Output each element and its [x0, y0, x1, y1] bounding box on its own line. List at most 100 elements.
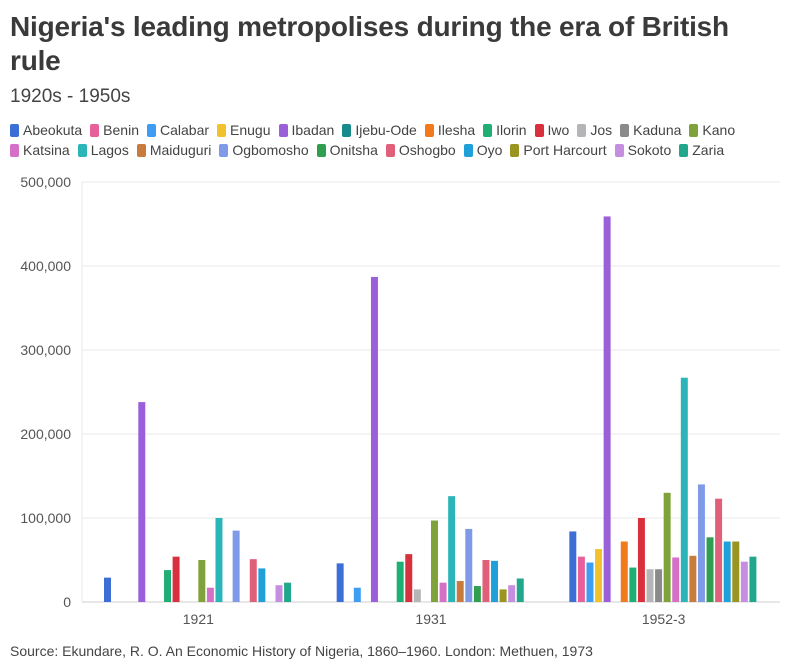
legend-item[interactable]: Iwo	[534, 122, 569, 139]
bar-katsina-1952-3[interactable]	[672, 557, 680, 602]
source-note: Source: Ekundare, R. O. An Economic Hist…	[10, 643, 593, 659]
bar-zaria-1931[interactable]	[516, 578, 524, 602]
legend-swatch	[577, 124, 587, 137]
bar-calabar-1952-3[interactable]	[586, 562, 594, 602]
legend-label: Oshogbo	[398, 142, 456, 158]
x-tick-label: 1931	[415, 611, 446, 627]
bar-lagos-1931[interactable]	[448, 496, 456, 602]
y-tick-label: 500,000	[20, 174, 71, 190]
legend-item[interactable]: Ilesha	[424, 122, 475, 139]
bar-oyo-1931[interactable]	[491, 560, 499, 602]
bar-port-harcourt-1931[interactable]	[499, 589, 507, 602]
legend-item[interactable]: Oshogbo	[385, 142, 456, 159]
bar-oyo-1952-3[interactable]	[723, 541, 731, 602]
legend-item[interactable]: Abeokuta	[10, 122, 82, 139]
bar-ilorin-1952-3[interactable]	[629, 567, 637, 602]
bar-kaduna-1952-3[interactable]	[655, 569, 663, 602]
legend-item[interactable]: Calabar	[146, 122, 210, 139]
legend-swatch	[620, 124, 630, 137]
legend-swatch	[614, 144, 624, 157]
bar-calabar-1931[interactable]	[353, 587, 361, 602]
legend-item[interactable]: Katsina	[10, 142, 70, 159]
legend-label: Enugu	[230, 122, 271, 138]
legend-label: Jos	[590, 122, 613, 138]
bar-zaria-1921[interactable]	[284, 582, 292, 602]
legend-swatch	[534, 124, 544, 137]
legend-item[interactable]: Sokoto	[614, 142, 671, 159]
bar-benin-1952-3[interactable]	[577, 556, 585, 602]
bar-port-harcourt-1952-3[interactable]	[732, 541, 740, 602]
legend-item[interactable]: Benin	[90, 122, 139, 139]
bar-maiduguri-1952-3[interactable]	[689, 555, 697, 602]
bar-jos-1952-3[interactable]	[646, 569, 654, 602]
bar-sokoto-1921[interactable]	[275, 585, 283, 602]
bar-abeokuta-1952-3[interactable]	[569, 531, 577, 602]
bar-oshogbo-1952-3[interactable]	[715, 498, 723, 602]
bar-katsina-1921[interactable]	[206, 587, 214, 602]
legend-swatch	[463, 144, 473, 157]
legend-item[interactable]: Onitsha	[316, 142, 378, 159]
bar-oyo-1921[interactable]	[258, 568, 266, 602]
legend-swatch	[10, 124, 19, 137]
legend-swatch	[278, 124, 288, 137]
legend-label: Benin	[103, 122, 139, 138]
legend-item[interactable]: Zaria	[679, 142, 724, 159]
legend-item[interactable]: Lagos	[77, 142, 129, 159]
bar-abeokuta-1921[interactable]	[104, 577, 111, 602]
legend-swatch	[510, 144, 520, 157]
bar-ilorin-1921[interactable]	[164, 570, 172, 602]
legend-item[interactable]: Enugu	[217, 122, 271, 139]
bar-kano-1931[interactable]	[431, 520, 438, 602]
bar-ibadan-1921[interactable]	[138, 402, 146, 602]
chart-title: Nigeria's leading metropolises during th…	[10, 11, 729, 76]
legend-swatch	[217, 124, 227, 137]
bar-zaria-1952-3[interactable]	[749, 556, 757, 602]
legend-label: Kano	[702, 122, 736, 138]
y-tick-label: 400,000	[20, 258, 71, 274]
legend-item[interactable]: Ibadan	[278, 122, 334, 139]
legend-swatch	[385, 144, 395, 157]
bar-kano-1921[interactable]	[198, 560, 206, 602]
legend-item[interactable]: Kano	[689, 122, 735, 139]
bar-ogbomosho-1952-3[interactable]	[697, 484, 705, 602]
legend-item[interactable]: Port Harcourt	[510, 142, 607, 159]
legend-item[interactable]: Ilorin	[483, 122, 527, 139]
legend-item[interactable]: Jos	[577, 122, 612, 139]
bar-ogbomosho-1931[interactable]	[465, 528, 473, 602]
bar-oshogbo-1921[interactable]	[249, 559, 257, 602]
legend-item[interactable]: Kaduna	[620, 122, 681, 139]
bar-oshogbo-1931[interactable]	[482, 560, 490, 602]
legend-label: Calabar	[159, 122, 210, 138]
x-tick-label: 1921	[183, 611, 214, 627]
bar-abeokuta-1931[interactable]	[336, 563, 344, 602]
legend-label: Ilorin	[496, 122, 527, 138]
bar-lagos-1952-3[interactable]	[680, 377, 688, 602]
bar-iwo-1921[interactable]	[172, 556, 180, 602]
bar-ibadan-1931[interactable]	[370, 276, 378, 602]
bar-enugu-1952-3[interactable]	[595, 549, 603, 602]
legend-item[interactable]: Ijebu-Ode	[342, 122, 417, 139]
bar-iwo-1931[interactable]	[405, 554, 413, 602]
legend-item[interactable]: Ogbomosho	[219, 142, 309, 159]
bar-ilorin-1931[interactable]	[396, 561, 404, 602]
bar-ogbomosho-1921[interactable]	[232, 530, 240, 602]
bar-katsina-1931[interactable]	[439, 582, 447, 602]
legend-label: Zaria	[692, 142, 725, 158]
legend-swatch	[136, 144, 146, 157]
x-tick-label: 1952-3	[642, 611, 686, 627]
bar-ibadan-1952-3[interactable]	[603, 216, 611, 602]
bar-sokoto-1931[interactable]	[508, 585, 516, 602]
legend-item[interactable]: Maiduguri	[136, 142, 211, 159]
legend-item[interactable]: Oyo	[463, 142, 502, 159]
legend-label: Onitsha	[329, 142, 378, 158]
bar-maiduguri-1931[interactable]	[456, 581, 464, 602]
bar-sokoto-1952-3[interactable]	[740, 561, 748, 602]
bar-lagos-1921[interactable]	[215, 518, 223, 602]
bar-kano-1952-3[interactable]	[663, 492, 671, 602]
bar-ilesha-1952-3[interactable]	[620, 541, 628, 602]
bar-onitsha-1952-3[interactable]	[706, 537, 714, 602]
bar-jos-1931[interactable]	[413, 589, 421, 602]
bar-iwo-1952-3[interactable]	[637, 518, 645, 602]
legend-swatch	[424, 124, 434, 137]
bar-onitsha-1931[interactable]	[473, 586, 481, 602]
